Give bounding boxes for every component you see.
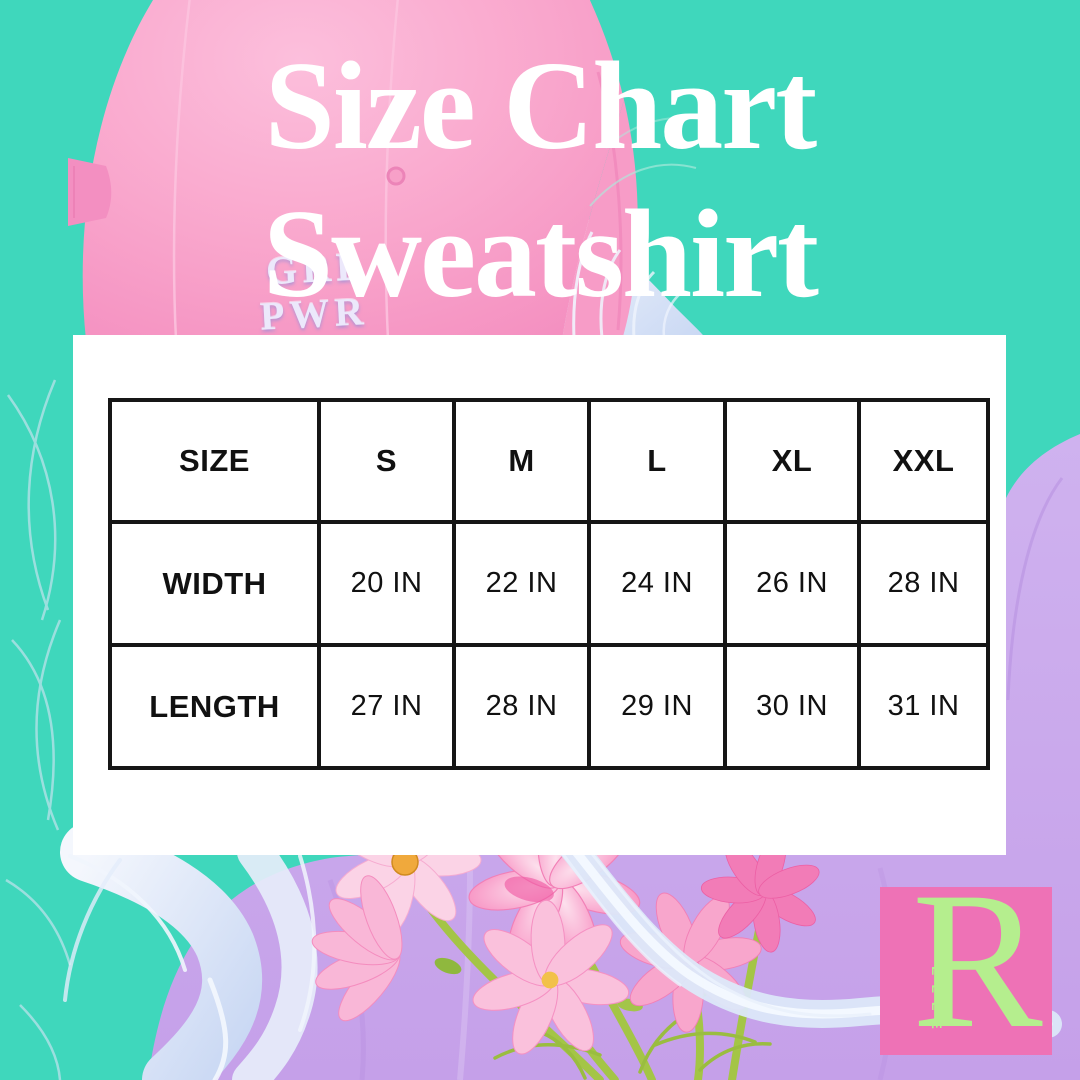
brand-logo: R ELLE	[880, 887, 1052, 1055]
hair-bottom-left	[60, 822, 318, 1080]
flower-fronds	[493, 1010, 772, 1080]
length-xl: 30 IN	[723, 643, 861, 770]
length-s: 27 IN	[317, 643, 456, 770]
row-label-length: LENGTH	[108, 643, 321, 770]
cap-strap-tab	[68, 158, 112, 226]
width-m: 22 IN	[452, 520, 591, 647]
table-row-width: WIDTH 20 IN 22 IN 24 IN 26 IN 28 IN	[108, 520, 990, 647]
brand-logo-letter: R	[912, 887, 1043, 1055]
length-l: 29 IN	[587, 643, 727, 770]
header-cell-size: SIZE	[108, 398, 321, 524]
flower	[472, 899, 630, 1055]
hair-strand-lines	[572, 116, 711, 339]
flower	[311, 875, 403, 1022]
header-cell-xxl: XXL	[857, 398, 990, 524]
title-line2: Sweatshirt	[263, 185, 819, 324]
row-label-width: WIDTH	[108, 520, 321, 647]
table-row-length: LENGTH 27 IN 28 IN 29 IN 30 IN 31 IN	[108, 643, 990, 770]
length-m: 28 IN	[452, 643, 591, 770]
width-xxl: 28 IN	[857, 520, 990, 647]
width-xl: 26 IN	[723, 520, 861, 647]
page-title: Size Chart Sweatshirt	[0, 33, 1080, 329]
length-xxl: 31 IN	[857, 643, 990, 770]
size-chart-panel: SIZE S M L XL XXL WIDTH 20 IN 22 IN 24 I…	[73, 335, 1006, 855]
size-chart-table: SIZE S M L XL XXL WIDTH 20 IN 22 IN 24 I…	[108, 398, 990, 770]
width-s: 20 IN	[317, 520, 456, 647]
width-l: 24 IN	[587, 520, 727, 647]
title-line1: Size Chart	[264, 37, 817, 176]
header-cell-l: L	[587, 398, 727, 524]
flower	[700, 833, 820, 953]
header-cell-s: S	[317, 398, 456, 524]
cap-eyelet	[386, 166, 406, 186]
brand-logo-wordmark: ELLE	[929, 966, 945, 1038]
table-header-row: SIZE S M L XL XXL	[108, 398, 990, 524]
pink-cap	[68, 0, 638, 341]
flower-center	[541, 971, 559, 989]
header-cell-xl: XL	[723, 398, 861, 524]
hair-wisps-left	[5, 379, 72, 1080]
header-cell-m: M	[452, 398, 591, 524]
